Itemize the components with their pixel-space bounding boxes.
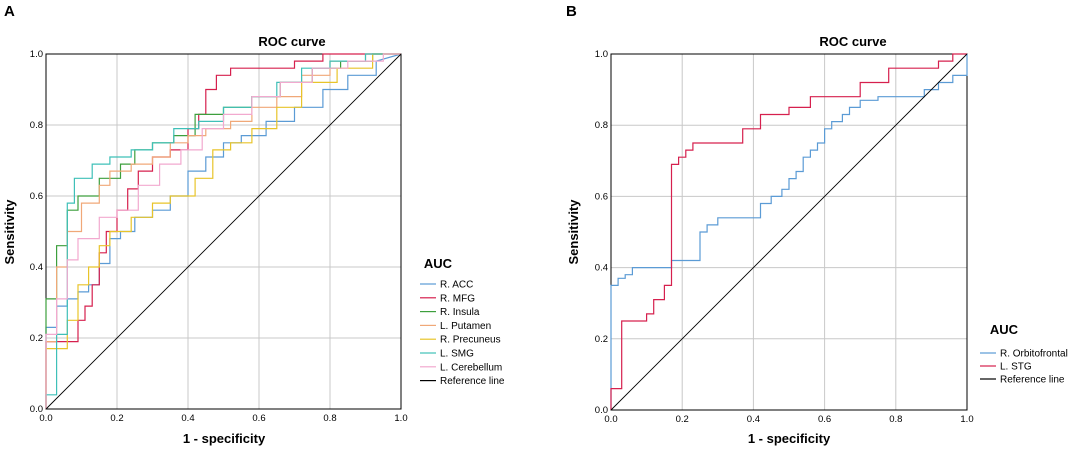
chart-title: ROC curve (819, 34, 886, 49)
y-tick-label: 0.2 (30, 333, 43, 344)
legend-label: L. Putamen (440, 321, 491, 332)
legend: AUC R. Orbitofrontal L. STG Reference line (980, 322, 1068, 386)
x-tick-label: 0.8 (889, 414, 902, 425)
x-axis-label: 1 - specificity (748, 431, 831, 446)
series-line-l-cerebellum (45, 53, 401, 409)
chart-panel-b: B 0.00.0 0.2 0.2 0.4 0.4 0.6 0.6 0.8 0.8 1.0 1.0 ROC… (566, 3, 1068, 446)
x-tick-label: 0.0 (604, 414, 617, 425)
y-axis-label: Sensitivity (2, 199, 17, 265)
y-tick-label: 1.0 (30, 49, 43, 60)
chart-panel-a: A 0.00.0 0.2 0.2 0.4 0.4 0.6 0.6 0.8 0.8 1.0 1.0 ROC… (2, 3, 505, 446)
series-line-r-precuneus (45, 53, 401, 409)
legend: AUC R. ACC R. MFG R. Insula L. Putamen R. Pre… (420, 256, 505, 387)
legend-label: R. Orbitofrontal (1000, 349, 1068, 360)
series-line-reference-line (45, 53, 402, 410)
y-tick-label: 0.8 (595, 120, 608, 131)
y-axis-label: Sensitivity (566, 199, 581, 265)
x-tick-label: 0.4 (181, 413, 194, 424)
plot-frame (45, 53, 402, 410)
y-tick-label: 0.2 (595, 334, 608, 345)
legend-label: L. SMG (440, 349, 474, 360)
x-tick-label: 0.2 (110, 413, 123, 424)
x-tick-label: 1.0 (394, 413, 407, 424)
series-line-l-smg (45, 53, 401, 409)
legend-label: Reference line (1000, 375, 1065, 386)
y-tick-label: 0.6 (30, 191, 43, 202)
series-line-l-stg (610, 53, 967, 410)
y-tick-label: 0.0 (595, 405, 608, 416)
legend-title: AUC (990, 322, 1019, 337)
y-tick-label: 0.8 (30, 120, 43, 131)
legend-label: L. STG (1000, 362, 1032, 373)
legend-label: R. Insula (440, 307, 480, 318)
y-tick-label: 1.0 (595, 49, 608, 60)
series-line-reference-line (610, 53, 968, 411)
plot-frame (610, 53, 968, 411)
x-tick-label: 0.2 (676, 414, 689, 425)
y-tick-label: 0.4 (595, 263, 608, 274)
x-tick-label: 1.0 (960, 414, 973, 425)
chart-title: ROC curve (258, 34, 325, 49)
y-tick-label: 0.6 (595, 191, 608, 202)
legend-label: L. Cerebellum (440, 362, 502, 373)
x-tick-label: 0.6 (252, 413, 265, 424)
y-tick-label: 0.0 (30, 404, 43, 415)
series-line-r-orbitofrontal (610, 54, 968, 410)
legend-label: R. ACC (440, 280, 473, 291)
panel-letter: A (4, 3, 15, 20)
panel-letter: B (566, 3, 577, 20)
x-axis-label: 1 - specificity (183, 431, 266, 446)
x-tick-label: 0.4 (747, 414, 760, 425)
legend-label: R. Precuneus (440, 335, 501, 346)
legend-label: Reference line (440, 376, 505, 387)
x-tick-label: 0.6 (818, 414, 831, 425)
legend-label: R. MFG (440, 293, 475, 304)
y-tick-label: 0.4 (30, 262, 43, 273)
x-tick-label: 0.0 (39, 413, 52, 424)
x-tick-label: 0.8 (323, 413, 336, 424)
legend-title: AUC (424, 256, 453, 271)
